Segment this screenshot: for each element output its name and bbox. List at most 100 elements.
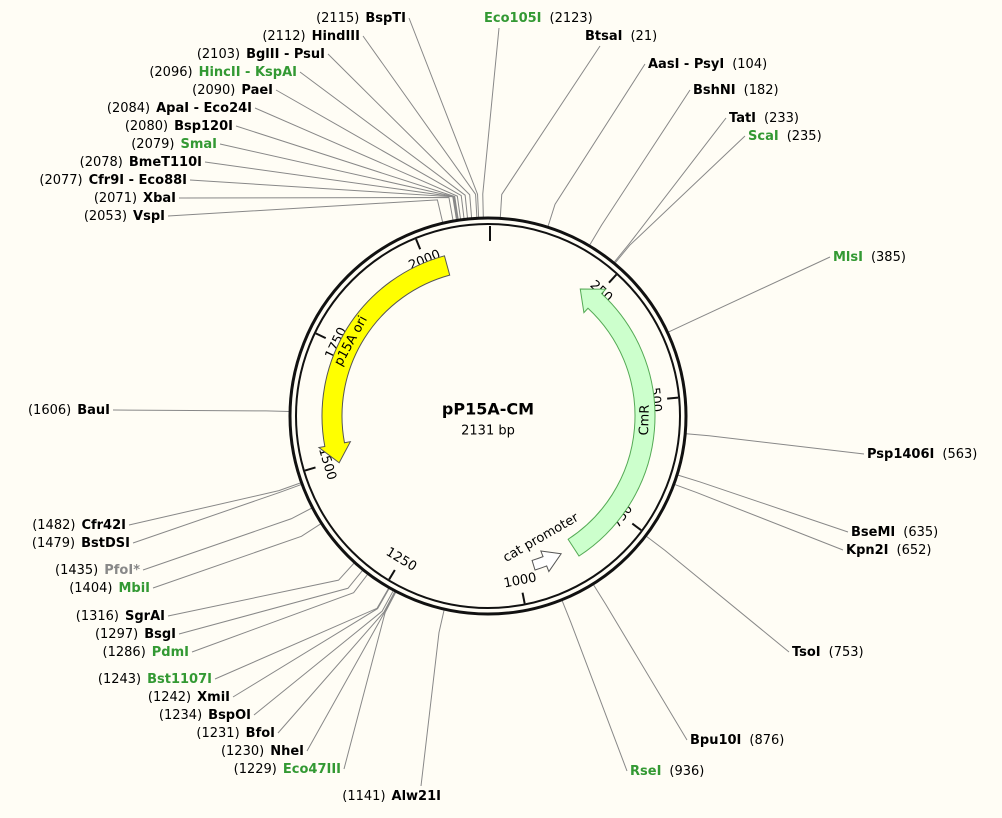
site-line: [132, 484, 302, 544]
site-label: (2077) Cfr9I - Eco88I: [39, 173, 187, 188]
site-line: [614, 135, 746, 264]
site-line: [178, 196, 454, 221]
site-label: (1242) XmiI: [148, 690, 230, 705]
site-line: [686, 433, 865, 455]
site-label: (1234) BspOI: [159, 708, 251, 723]
site-line: [167, 562, 355, 617]
site-line: [299, 71, 468, 219]
site-line: [254, 107, 462, 219]
site-position: (563): [942, 447, 977, 462]
site-line: [613, 117, 727, 263]
site-name: MlsI: [833, 250, 863, 265]
backbone-outer: [288, 216, 688, 616]
site-position: (2123): [550, 11, 593, 26]
site-line: [253, 590, 394, 716]
tick-label: 1000: [503, 570, 538, 591]
site-position: (2053): [84, 209, 127, 224]
site-position: (1230): [221, 744, 264, 759]
site-position: (1286): [103, 645, 146, 660]
site-label: Bpu10I (876): [690, 733, 784, 748]
site-name: Eco47III: [283, 762, 341, 777]
site-label: Kpn2I (652): [846, 543, 932, 558]
site-label: (2078) BmeT110I: [80, 155, 202, 170]
site-line: [589, 89, 691, 246]
site-position: (1606): [28, 403, 71, 418]
site-line: [112, 409, 290, 412]
site-line: [277, 591, 396, 734]
site-label: AasI - PsyI (104): [648, 57, 767, 72]
site-label: ScaI (235): [748, 129, 822, 144]
site-position: (2115): [316, 11, 359, 26]
site-label: (1229) Eco47III: [234, 762, 341, 777]
site-label: (1243) Bst1107I: [98, 672, 212, 687]
site-name: BsgI: [144, 627, 176, 642]
site-label: MlsI (385): [833, 250, 906, 265]
site-position: (2078): [80, 155, 123, 170]
site-line: [499, 45, 601, 218]
site-line: [275, 89, 465, 219]
site-name: NheI: [270, 744, 304, 759]
site-position: (1404): [69, 581, 112, 596]
site-label: RseI (936): [630, 764, 704, 779]
site-position: (2071): [94, 191, 137, 206]
site-line: [219, 143, 459, 220]
site-label: Eco105I (2123): [484, 11, 593, 26]
site-label: (1141) Alw21I: [342, 789, 441, 804]
site-label: (2103) BglII - PsuI: [197, 47, 325, 62]
site-label: (2079) SmaI: [131, 137, 217, 152]
site-position: (233): [764, 111, 799, 126]
site-name: Bst1107I: [147, 672, 212, 687]
site-label: BshNI (182): [693, 83, 779, 98]
site-line: [408, 17, 480, 218]
site-line: [362, 35, 478, 218]
site-name: BseMI: [851, 525, 895, 540]
site-line: [306, 591, 396, 752]
site-label: BseMI (635): [851, 525, 938, 540]
site-label: TatI (233): [729, 111, 799, 126]
site-name: AasI - PsyI: [648, 57, 724, 72]
site-name: PdmI: [152, 645, 189, 660]
site-name: HindIII: [312, 29, 360, 44]
site-line: [646, 535, 790, 653]
tick-mark: [521, 592, 526, 604]
site-position: (2090): [192, 83, 235, 98]
site-position: (235): [787, 129, 822, 144]
site-name: ScaI: [748, 129, 779, 144]
site-label: (1286) PdmI: [103, 645, 189, 660]
site-line: [674, 484, 844, 551]
feature-arrow: [531, 550, 563, 573]
site-position: (2112): [262, 29, 305, 44]
site-label: (1482) Cfr42I: [32, 518, 126, 533]
site-position: (1316): [76, 609, 119, 624]
site-position: (1297): [95, 627, 138, 642]
site-line: [191, 574, 368, 653]
tick-mark: [631, 522, 642, 531]
feature-arrow: [567, 288, 656, 557]
site-name: BstDSI: [81, 536, 130, 551]
site-name: XbaI: [143, 191, 176, 206]
site-label: BtsaI (21): [585, 29, 657, 44]
site-line: [668, 256, 831, 333]
site-name: BauI: [77, 403, 110, 418]
site-label: (1479) BstDSI: [32, 536, 130, 551]
site-name: BspTI: [365, 11, 406, 26]
site-line: [178, 570, 363, 635]
site-position: (652): [897, 543, 932, 558]
site-name: Eco105I: [484, 11, 542, 26]
site-line: [561, 600, 628, 772]
site-label: (1297) BsgI: [95, 627, 176, 642]
site-line: [189, 179, 457, 220]
site-name: BfoI: [246, 726, 275, 741]
site-line: [343, 592, 397, 770]
site-line: [327, 53, 473, 218]
site-line: [167, 199, 444, 223]
site-name: PfoI*: [104, 563, 140, 578]
site-label: (1230) NheI: [221, 744, 304, 759]
tick-mark: [667, 396, 679, 400]
feature-arrow: [317, 255, 451, 464]
site-name: VspI: [133, 209, 165, 224]
site-name: PaeI: [241, 83, 273, 98]
tick-mark: [388, 569, 396, 580]
site-position: (1231): [196, 726, 239, 741]
